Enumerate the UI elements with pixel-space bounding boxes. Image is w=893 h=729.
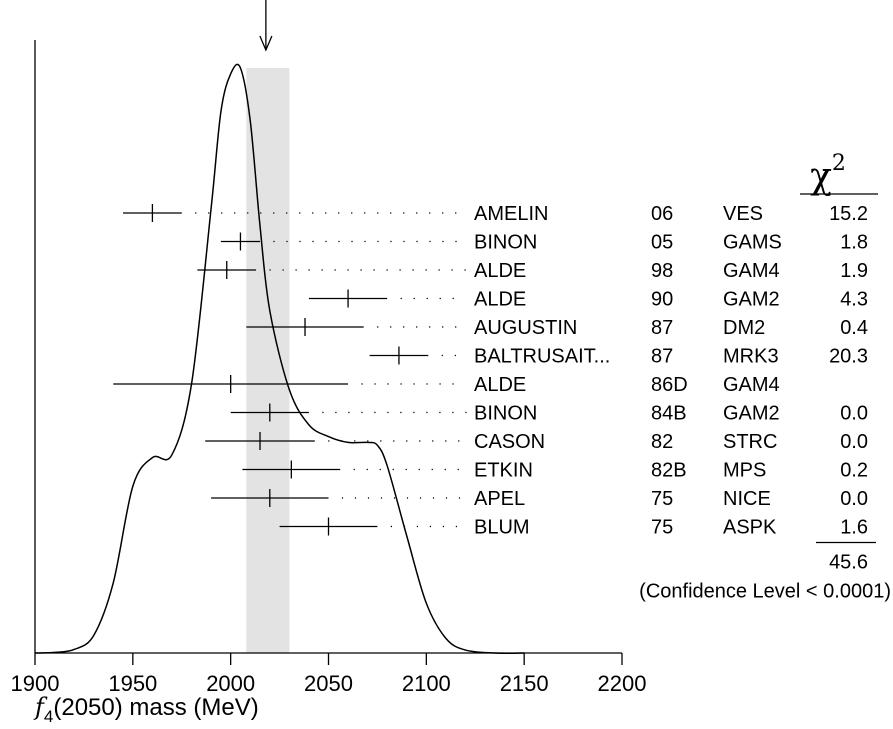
measurement-year: 75 xyxy=(651,488,673,510)
measurement-name: ALDE xyxy=(474,260,526,282)
chi2-total: 45.6 xyxy=(829,552,868,574)
x-tick-label: 1950 xyxy=(108,671,157,696)
x-tick-label: 2000 xyxy=(206,671,255,696)
measurement-row: ALDE 86D GAM4 xyxy=(113,374,780,396)
measurement-chi2: 20.3 xyxy=(829,346,868,368)
measurement-row: ETKIN 82B MPS 0.2 xyxy=(242,460,868,482)
measurement-name: BINON xyxy=(474,232,537,254)
measurement-experiment: GAMS xyxy=(723,232,782,254)
measurement-row: AUGUSTIN 87 DM2 0.4 xyxy=(246,317,868,339)
x-axis-label: f4(2050) mass (MeV) xyxy=(33,693,259,726)
x-tick-label: 2200 xyxy=(598,671,647,696)
measurement-year: 87 xyxy=(651,317,673,339)
measurement-name: ALDE xyxy=(474,374,526,396)
measurement-chi2: 0.0 xyxy=(840,403,868,425)
measurement-name: ETKIN xyxy=(474,460,533,482)
measurement-name: BLUM xyxy=(474,517,530,539)
measurement-row: APEL 75 NICE 0.0 xyxy=(211,488,868,510)
measurement-chi2: 4.3 xyxy=(840,289,868,311)
x-axis-label-text: f4(2050) mass (MeV) xyxy=(33,693,259,726)
measurement-name: BINON xyxy=(474,403,537,425)
measurement-row: BINON 84B GAM2 0.0 xyxy=(230,403,868,425)
measurement-year: 82B xyxy=(651,460,687,482)
average-band xyxy=(246,68,290,653)
measurement-row: BINON 05 GAMS 1.8 xyxy=(220,232,868,254)
measurement-experiment: VES xyxy=(723,203,763,225)
measurement-row: CASON 82 STRC 0.0 xyxy=(205,431,868,453)
measurement-chi2: 0.0 xyxy=(840,431,868,453)
measurement-experiment: MPS xyxy=(723,460,766,482)
measurement-chi2: 0.2 xyxy=(840,460,868,482)
measurement-row: ALDE 90 GAM2 4.3 xyxy=(308,289,868,311)
measurement-experiment: GAM4 xyxy=(723,260,780,282)
measurement-name: AUGUSTIN xyxy=(474,317,577,339)
confidence-level: (Confidence Level < 0.0001) xyxy=(639,581,891,603)
measurement-experiment: GAM2 xyxy=(723,403,780,425)
measurement-name: ALDE xyxy=(474,289,526,311)
measurement-name: APEL xyxy=(474,488,525,510)
measurement-name: AMELIN xyxy=(474,203,548,225)
measurement-experiment: MRK3 xyxy=(723,346,779,368)
measurement-experiment: GAM2 xyxy=(723,289,780,311)
measurement-experiment: STRC xyxy=(723,431,777,453)
measurement-chi2: 1.9 xyxy=(840,260,868,282)
measurement-chi2: 15.2 xyxy=(829,203,868,225)
measurement-year: 90 xyxy=(651,289,673,311)
average-arrow-head xyxy=(259,35,273,52)
measurement-name: CASON xyxy=(474,431,545,453)
measurement-year: 75 xyxy=(651,517,673,539)
measurement-row: AMELIN 06 VES 15.2 xyxy=(123,203,868,225)
measurement-year: 82 xyxy=(651,431,673,453)
measurement-row: BALTRUSAIT... 87 MRK3 20.3 xyxy=(369,346,868,368)
measurement-year: 06 xyxy=(651,203,673,225)
average-marker xyxy=(259,0,273,52)
chi2-column: χ2 45.6 (Confidence Level < 0.0001) xyxy=(639,151,891,603)
measurement-experiment: GAM4 xyxy=(723,374,780,396)
measurement-experiment: NICE xyxy=(723,488,771,510)
measurement-experiment: DM2 xyxy=(723,317,765,339)
measurement-chi2: 0.4 xyxy=(840,317,868,339)
measurement-year: 05 xyxy=(651,232,673,254)
measurement-chi2: 1.6 xyxy=(840,517,868,539)
ideogram-curve xyxy=(34,63,525,654)
measurement-name: BALTRUSAIT... xyxy=(474,346,610,368)
measurement-year: 87 xyxy=(651,346,673,368)
x-ticks: 1900 1950 2000 2050 2100 2150 2200 xyxy=(11,653,647,696)
measurement-experiment: ASPK xyxy=(723,517,777,539)
measurement-row: ALDE 98 GAM4 1.9 xyxy=(197,260,868,282)
x-tick-label: 1900 xyxy=(11,671,60,696)
x-tick-label: 2150 xyxy=(500,671,549,696)
x-tick-label: 2050 xyxy=(304,671,353,696)
chi2-header: χ2 xyxy=(810,151,846,197)
measurements: AMELIN 06 VES 15.2 BINON 05 GAMS 1.8 ALDE 98 GAM4 1… xyxy=(113,203,868,539)
measurement-year: 84B xyxy=(651,403,687,425)
measurement-chi2: 0.0 xyxy=(840,488,868,510)
x-tick-label: 2100 xyxy=(402,671,451,696)
measurement-chi2: 1.8 xyxy=(840,232,868,254)
measurement-row: BLUM 75 ASPK 1.6 xyxy=(279,517,868,539)
measurement-year: 86D xyxy=(651,374,688,396)
measurement-year: 98 xyxy=(651,260,673,282)
